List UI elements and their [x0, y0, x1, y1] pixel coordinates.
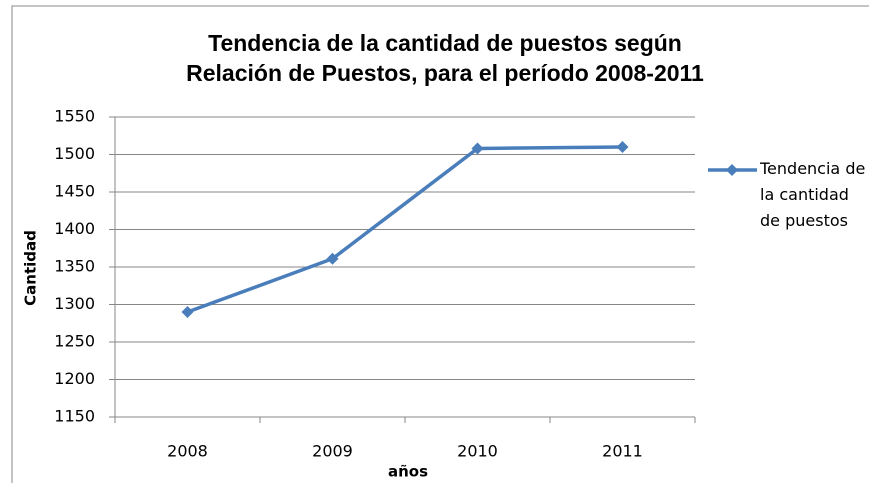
marker: [181, 306, 194, 318]
y-tick-label: 1450: [54, 182, 95, 201]
y-tick-label: 1300: [54, 294, 95, 313]
y-tick-label: 1150: [54, 407, 95, 426]
chart-frame: [11, 5, 869, 483]
y-tick-label: 1350: [54, 257, 95, 276]
y-tick-label: 1550: [54, 107, 95, 126]
x-tick-label: 2011: [602, 442, 643, 461]
y-axis-title: Cantidad: [22, 230, 40, 306]
chart-title: Tendencia de la cantidad de puestos segú…: [208, 30, 682, 56]
y-tick-label: 1400: [54, 219, 95, 238]
y-tick-label: 1500: [54, 144, 95, 163]
line: [186, 145, 623, 314]
x-tick-label: 2010: [457, 442, 498, 461]
chart-title: Relación de Puestos, para el período 200…: [186, 60, 704, 86]
y-tick-label: 1250: [54, 332, 95, 351]
x-tick-label: 2009: [312, 442, 353, 461]
marker: [471, 142, 484, 155]
legend-label: Tendencia de la cantidad de puestos: [760, 159, 866, 230]
legend-entry: Tendencia de la cantidad de puestos: [760, 159, 866, 230]
marker: [616, 141, 629, 153]
marker: [326, 252, 339, 265]
x-tick-label: 2008: [167, 442, 208, 461]
x-axis-title: años: [388, 463, 428, 481]
y-tick-label: 1200: [54, 369, 95, 388]
legend-marker: [726, 164, 738, 176]
